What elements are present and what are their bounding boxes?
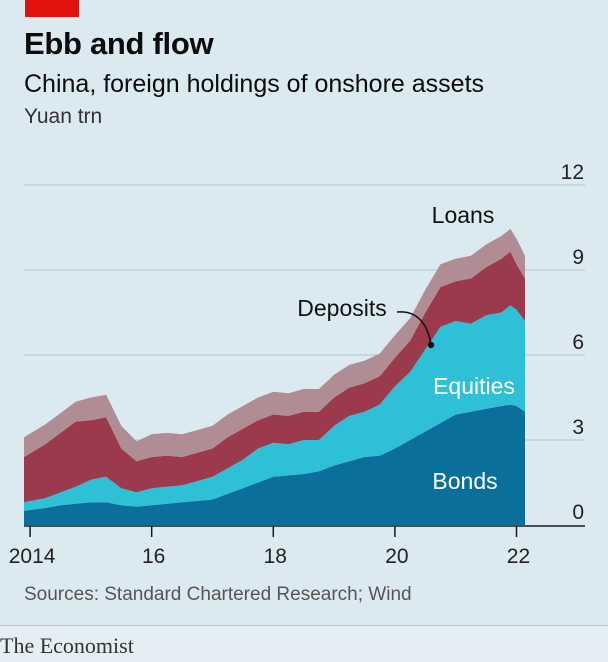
- area-series: [24, 228, 525, 525]
- deposits-leader-dot: [427, 341, 435, 349]
- series-labels: Loans Deposits Equities Bonds: [297, 202, 515, 494]
- x-tick-label: 18: [264, 545, 287, 568]
- y-tick-label: 0: [572, 501, 584, 524]
- y-tick-label: 6: [572, 331, 584, 354]
- x-tick-label: 2014: [9, 545, 56, 568]
- x-tick-label: 20: [385, 545, 408, 568]
- brand-logo-text: The Economist: [0, 633, 134, 658]
- x-tick-label: 22: [507, 545, 530, 568]
- label-equities: Equities: [433, 373, 515, 399]
- axes: 0 3 6 9 12 2014 16 18 20 22: [9, 161, 585, 568]
- chart-subtitle: China, foreign holdings of onshore asset…: [24, 70, 485, 98]
- brand-red-tag: [25, 0, 79, 17]
- chart-title: Ebb and flow: [24, 26, 214, 61]
- stacked-area-chart: 0 3 6 9 12 2014 16 18 20 22 Loans Deposits Equities…: [9, 161, 585, 568]
- unit-label: Yuan trn: [24, 105, 103, 128]
- label-loans: Loans: [432, 202, 495, 228]
- area-deposits: [24, 251, 525, 503]
- y-tick-label: 3: [572, 416, 584, 439]
- y-tick-label: 9: [572, 246, 584, 269]
- x-tick-label: 16: [142, 545, 165, 568]
- y-tick-label: 12: [561, 161, 584, 184]
- deposits-leader-line: [396, 311, 432, 346]
- label-deposits: Deposits: [297, 295, 386, 321]
- label-bonds: Bonds: [432, 468, 497, 494]
- source-note: Sources: Standard Chartered Research; Wi…: [24, 584, 412, 605]
- area-bonds: [24, 404, 525, 525]
- footer-divider: [0, 625, 608, 626]
- area-equities: [24, 305, 525, 511]
